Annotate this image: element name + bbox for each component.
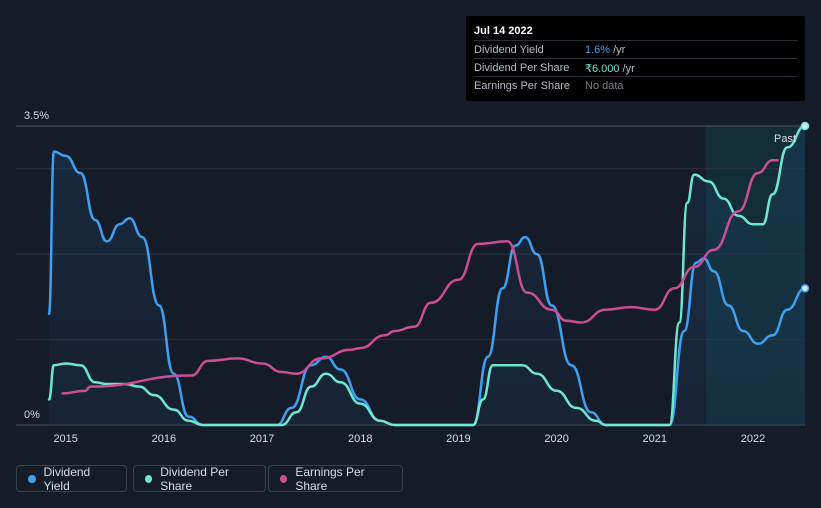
dividend-per-share-end-point [800,121,810,131]
legend-item-earnings-per-share[interactable]: Earnings Per Share [268,464,403,493]
y-tick-label: 3.5% [24,110,49,122]
legend-item-dividend-per-share[interactable]: Dividend Per Share [133,464,266,493]
tooltip-date: Jul 14 2022 [474,25,533,37]
x-tick-label: 2020 [544,433,568,445]
tooltip-label: Dividend Yield [474,44,544,56]
legend-label: Dividend Per Share [160,464,229,493]
dividend-per-share-line [47,124,807,427]
tooltip-label: Dividend Per Share [474,62,570,74]
y-tick-label: 0% [24,409,40,421]
x-tick-label: 2019 [446,433,470,445]
legend-item-dividend-yield[interactable]: Dividend Yield [16,464,127,493]
series-areas [49,126,805,425]
dividend-yield-end-point [800,284,810,293]
tooltip-value: ₹6.000/yr [585,63,635,75]
x-tick-label: 2022 [741,433,765,445]
series-end-markers [800,121,810,293]
dividend-per-share-area [49,126,805,425]
past-label: Past [774,133,796,145]
tooltip-value: No data [585,80,624,92]
legend-dot-icon [280,474,288,483]
x-tick-label: 2016 [152,433,176,445]
x-tick-label: 2021 [643,433,667,445]
tooltip-row-dividend-yield: Dividend Yield 1.6%/yr [474,40,797,58]
earnings-per-share-line [61,158,779,395]
legend-label: Earnings Per Share [295,464,365,493]
legend-dot-icon [28,474,36,483]
x-tick-label: 2018 [348,433,372,445]
legend-label: Dividend Yield [43,464,91,493]
series-lines [47,124,807,427]
tooltip-row-dividend-per-share: Dividend Per Share ₹6.000/yr [474,58,797,76]
tooltip-panel: Jul 14 2022 Dividend Yield 1.6%/yr Divid… [466,16,805,101]
x-tick-label: 2017 [250,433,274,445]
legend-dot-icon [145,474,153,483]
x-tick-label: 2015 [53,433,77,445]
tooltip-label: Earnings Per Share [474,80,570,92]
tooltip-row-earnings-per-share: Earnings Per Share No data [474,76,797,94]
tooltip-value: 1.6%/yr [585,44,626,56]
x-axis-ticks: 2015 2016 2017 2018 2019 2020 2021 2022 [53,433,765,445]
y-axis-ticks: 3.5% 0% [24,110,49,421]
